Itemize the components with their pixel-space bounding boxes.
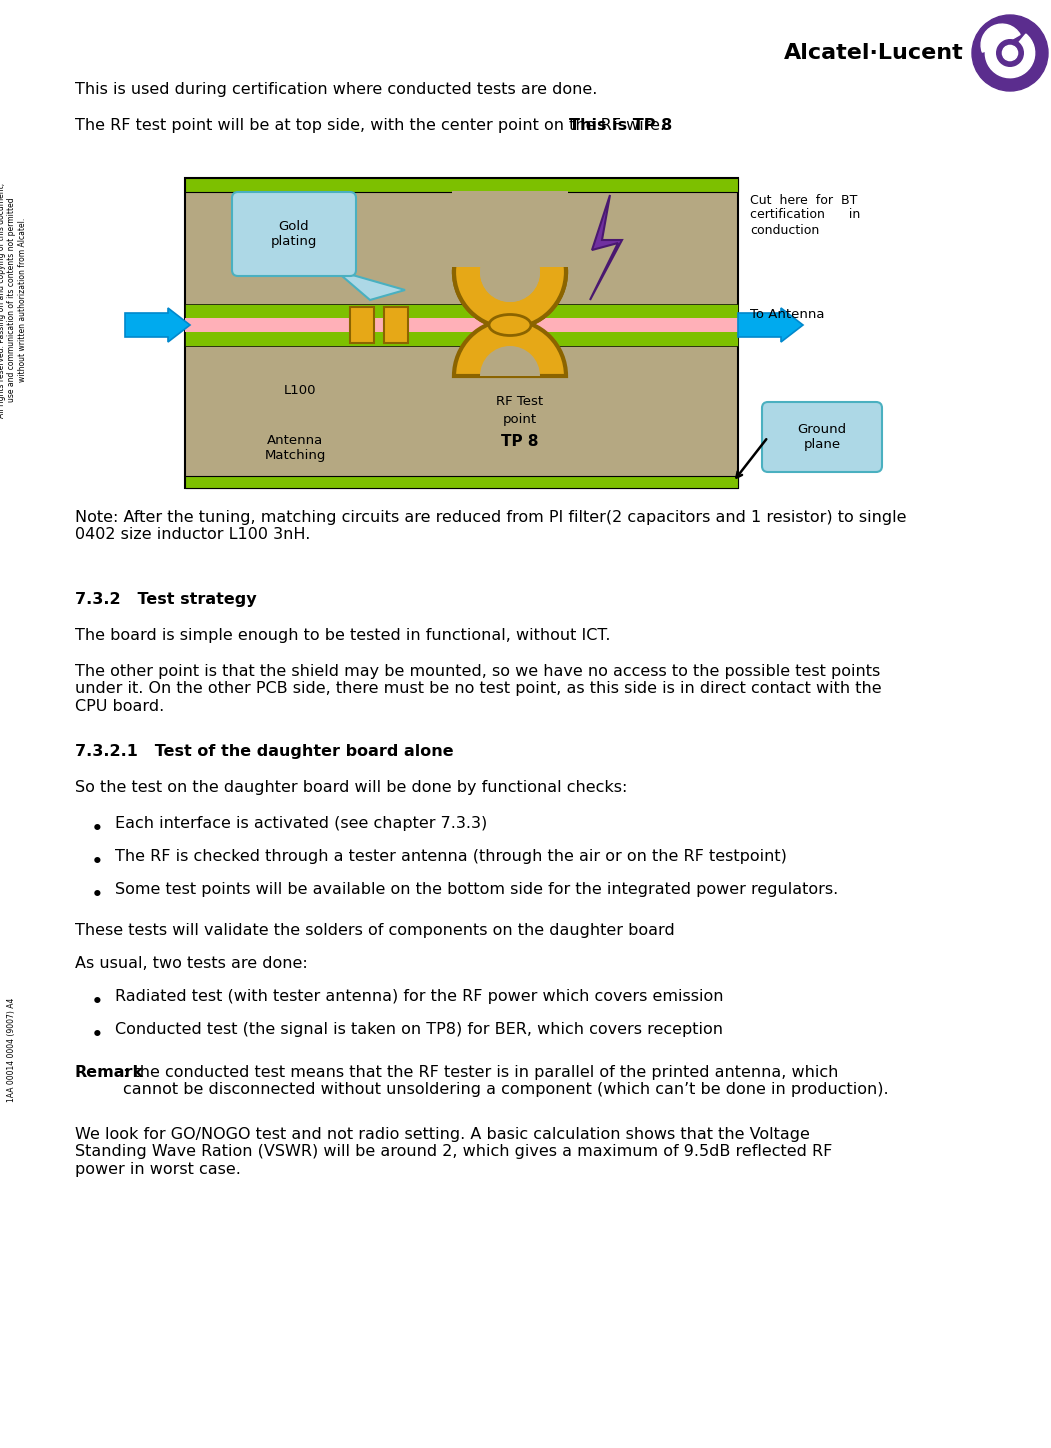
Wedge shape	[454, 272, 566, 329]
Text: Each interface is activated (see chapter 7.3.3): Each interface is activated (see chapter…	[115, 817, 488, 831]
Text: Ground
plane: Ground plane	[798, 423, 846, 450]
Text: This is used during certification where conducted tests are done.: This is used during certification where …	[75, 83, 597, 97]
Text: TP 8: TP 8	[501, 434, 539, 449]
Wedge shape	[985, 35, 1034, 78]
FancyArrow shape	[738, 308, 803, 342]
Text: RF Test: RF Test	[496, 395, 543, 408]
Ellipse shape	[489, 314, 531, 336]
Text: •: •	[90, 820, 103, 838]
Wedge shape	[480, 346, 540, 376]
Text: Antenna
Matching: Antenna Matching	[264, 434, 326, 462]
Text: 7.3.2   Test strategy: 7.3.2 Test strategy	[75, 592, 256, 607]
Bar	[185, 178, 738, 193]
Text: •: •	[90, 851, 103, 872]
Text: Some test points will be available on the bottom side for the integrated power r: Some test points will be available on th…	[115, 882, 839, 896]
Wedge shape	[981, 25, 1021, 52]
Text: •: •	[90, 992, 103, 1012]
Polygon shape	[590, 195, 622, 300]
Text: These tests will validate the solders of components on the daughter board: These tests will validate the solders of…	[75, 922, 675, 938]
Bar	[185, 178, 738, 488]
Text: The board is simple enough to be tested in functional, without ICT.: The board is simple enough to be tested …	[75, 628, 611, 643]
Text: As usual, two tests are done:: As usual, two tests are done:	[75, 956, 308, 972]
Text: To Antenna: To Antenna	[750, 308, 824, 321]
Bar	[384, 307, 408, 343]
Text: 1AA 00014 0004 (9007) A4: 1AA 00014 0004 (9007) A4	[7, 998, 17, 1102]
Text: The RF is checked through a tester antenna (through the air or on the RF testpoi: The RF is checked through a tester anten…	[115, 849, 787, 864]
Text: All rights reserved. Passing on and copying of this document,
use and communicat: All rights reserved. Passing on and copy…	[0, 182, 27, 417]
Circle shape	[1003, 45, 1017, 61]
FancyBboxPatch shape	[232, 193, 356, 277]
Text: The other point is that the shield may be mounted, so we have no access to the p: The other point is that the shield may b…	[75, 665, 882, 714]
Text: point: point	[503, 413, 537, 426]
Text: •: •	[90, 1025, 103, 1045]
Bar	[185, 319, 738, 332]
Bar	[350, 307, 374, 343]
Text: Remark: Remark	[75, 1064, 144, 1080]
Text: •: •	[90, 885, 103, 905]
Text: So the test on the daughter board will be done by functional checks:: So the test on the daughter board will b…	[75, 780, 627, 795]
Text: : the conducted test means that the RF tester is in parallel of the printed ante: : the conducted test means that the RF t…	[123, 1064, 889, 1098]
Wedge shape	[480, 272, 540, 303]
Text: This is TP 8: This is TP 8	[570, 117, 673, 133]
Text: Cut  here  for  BT
certification      in
conduction: Cut here for BT certification in conduct…	[750, 194, 861, 236]
Bar	[452, 191, 568, 266]
Bar	[185, 304, 738, 346]
Text: Radiated test (with tester antenna) for the RF power which covers emission: Radiated test (with tester antenna) for …	[115, 989, 723, 1003]
Text: The RF test point will be at top side, with the center point on the RF wire.: The RF test point will be at top side, w…	[75, 117, 671, 133]
Text: Alcatel·Lucent: Alcatel·Lucent	[784, 43, 964, 64]
Bar	[185, 476, 738, 488]
Polygon shape	[335, 269, 405, 300]
FancyBboxPatch shape	[762, 403, 882, 472]
Wedge shape	[454, 320, 566, 376]
Text: 7.3.2.1   Test of the daughter board alone: 7.3.2.1 Test of the daughter board alone	[75, 744, 454, 759]
Wedge shape	[454, 216, 566, 272]
Text: Note: After the tuning, matching circuits are reduced from PI filter(2 capacitor: Note: After the tuning, matching circuit…	[75, 510, 907, 543]
Wedge shape	[480, 242, 540, 272]
Wedge shape	[996, 39, 1024, 67]
FancyArrow shape	[125, 308, 190, 342]
Text: We look for GO/NOGO test and not radio setting. A basic calculation shows that t: We look for GO/NOGO test and not radio s…	[75, 1127, 832, 1177]
Wedge shape	[454, 216, 566, 329]
Text: Conducted test (the signal is taken on TP8) for BER, which covers reception: Conducted test (the signal is taken on T…	[115, 1022, 723, 1037]
Circle shape	[972, 14, 1048, 91]
Circle shape	[480, 242, 540, 303]
Text: Gold
plating: Gold plating	[271, 220, 317, 248]
Text: L100: L100	[284, 384, 316, 397]
